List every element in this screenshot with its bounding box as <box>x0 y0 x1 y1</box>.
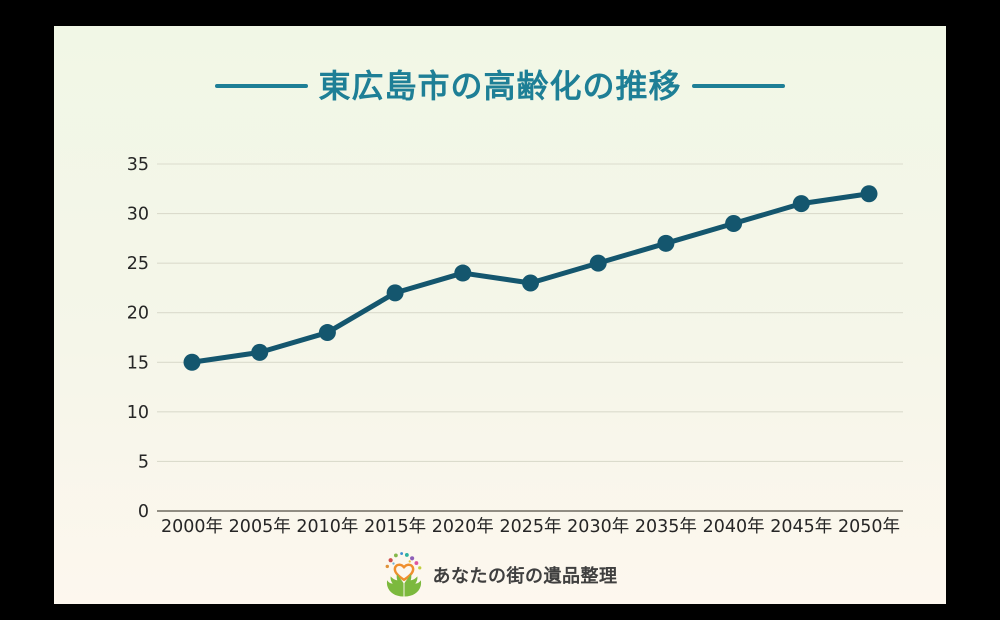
data-point <box>725 214 743 232</box>
x-tick-label: 2040年 <box>703 517 765 537</box>
chart-title-row: 東広島市の高齢化の推移 <box>54 62 946 110</box>
data-point <box>318 324 336 342</box>
title-dash-right <box>691 84 785 88</box>
y-tick-label: 35 <box>127 155 149 175</box>
y-tick-label: 20 <box>127 304 149 324</box>
logo-heart <box>393 563 414 582</box>
x-tick-label: 2005年 <box>229 517 291 537</box>
data-point <box>522 274 539 292</box>
brand-logo-icon <box>385 552 421 597</box>
logo-hand-left <box>386 574 404 597</box>
chart-title: 東広島市の高齢化の推移 <box>318 67 682 105</box>
y-tick-label: 5 <box>138 452 149 472</box>
x-tick-label: 2035年 <box>635 517 697 537</box>
logo-dots <box>385 552 421 570</box>
x-tick-label: 2050年 <box>838 517 900 537</box>
x-tick-label: 2010年 <box>296 517 358 537</box>
x-tick-label: 2020年 <box>432 517 494 537</box>
data-point <box>860 185 878 203</box>
data-point <box>183 353 201 371</box>
y-tick-label: 10 <box>127 403 149 423</box>
x-tick-label: 2025年 <box>499 517 561 537</box>
x-tick-label: 2000年 <box>161 517 223 537</box>
data-point <box>251 343 269 361</box>
data-point <box>657 234 675 252</box>
x-tick-label: 2045年 <box>770 517 832 537</box>
y-tick-label: 30 <box>127 205 149 225</box>
data-point <box>386 284 404 302</box>
y-tick-label: 25 <box>127 254 149 274</box>
chart-card: 東広島市の高齢化の推移 0 5 10 15 20 25 30 35 2000年 2005年 2010… <box>54 26 946 604</box>
footer-brand: あなたの街の遺品整理 <box>54 550 946 600</box>
logo-hand-right <box>403 574 421 597</box>
y-tick-label: 0 <box>138 502 149 522</box>
data-point <box>792 195 810 213</box>
brand-text: あなたの街の遺品整理 <box>432 566 618 587</box>
data-point <box>589 254 607 272</box>
data-point <box>454 264 472 282</box>
x-tick-label: 2030年 <box>567 517 629 537</box>
x-tick-label: 2015年 <box>364 517 426 537</box>
title-dash-left <box>215 84 309 88</box>
y-tick-label: 15 <box>127 353 149 373</box>
